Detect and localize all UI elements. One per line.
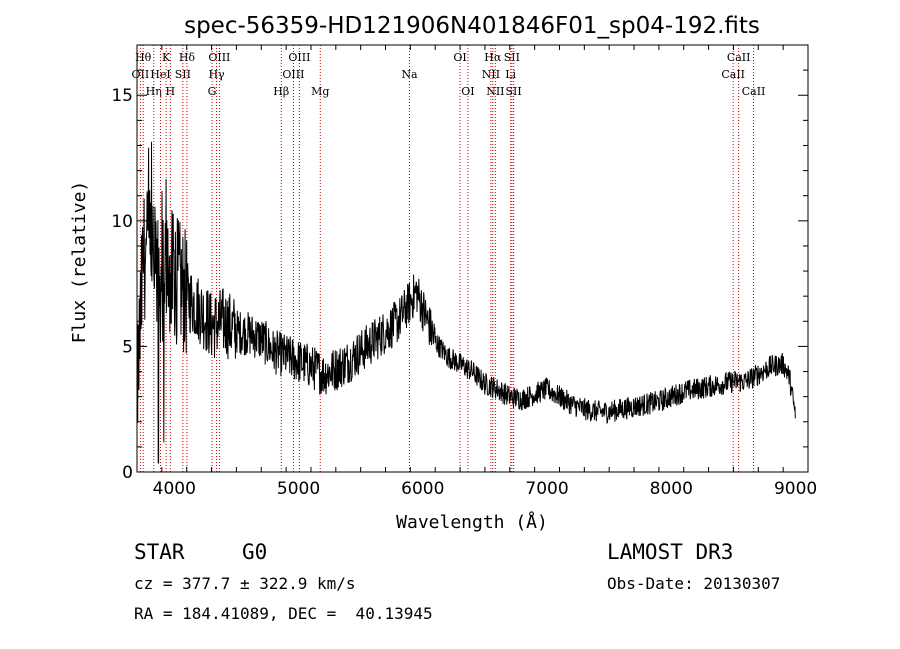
spectral-line-label: NII [482,68,500,81]
object-class: STAR [134,540,185,564]
spectral-line-label: CaII [742,85,766,98]
coordinates: RA = 184.41089, DEC = 40.13945 [134,604,433,623]
spectral-line-label: G [208,85,217,98]
spectral-line-label: H [166,85,176,98]
spectrum-line [136,141,796,464]
spectral-line-label: Na [401,68,418,81]
spectral-line-label: OII [131,68,149,81]
spectral-line-label: SII [506,85,522,98]
spectral-line-label: OI [461,85,474,98]
x-tick-label: 8000 [650,479,693,499]
redshift-cz: cz = 377.7 ± 322.9 km/s [134,574,356,593]
spectral-line-label: Hβ [273,85,289,98]
x-axis-label: Wavelength (Å) [396,511,548,533]
observation-date: Obs-Date: 20130307 [607,574,781,593]
spectral-line-label: Hθ [135,51,152,64]
spectral-line-label: Hη [146,85,162,98]
survey-name: LAMOST DR3 [607,540,734,564]
spectral-line-label: Li [505,68,516,81]
chart-title: spec-56359-HD121906N401846F01_sp04-192.f… [184,13,760,39]
plot-frame [136,44,809,473]
spectral-line-label: NII [486,85,504,98]
y-axis-label: Flux (relative) [69,181,90,344]
spectral-lines-layer: OII Hθ Hη K HeI H SII Hδ G Hγ OIII Hβ OIII OIII Mg Na OI… [131,45,765,472]
x-tick-label: 6000 [401,479,444,499]
spectral-line-label: OIII [208,51,230,64]
x-tick-label: 5000 [277,479,320,499]
spectral-line-label: K [162,51,171,64]
spectral-line-label: CaII [721,68,745,81]
spectral-line-label: OIII [282,68,304,81]
spectral-line-label: Hα [484,51,502,64]
spectral-line-label: Hδ [179,51,196,64]
object-subclass: G0 [242,540,268,564]
spectral-line-label: OI [453,51,466,64]
y-tick-label: 10 [111,212,133,232]
x-tick-label: 7000 [525,479,568,499]
x-tick-label: 9000 [774,479,817,499]
spectral-line-label: HeI [150,68,170,81]
spectral-line-label: Mg [311,85,329,98]
x-tick-label: 4000 [153,479,196,499]
y-tick-label: 0 [122,463,133,483]
spectral-line-label: OIII [288,51,310,64]
y-tick-label: 15 [111,86,133,106]
spectral-line-label: SII [504,51,520,64]
spectral-line-label: CaII [727,51,751,64]
y-tick-label: 5 [122,337,133,357]
spectral-line-label: SII [175,68,191,81]
axis-ticks-layer: 4000 5000 6000 7000 8000 9000 0 5 10 15 [111,44,817,499]
spectral-line-label: Hγ [208,68,225,81]
